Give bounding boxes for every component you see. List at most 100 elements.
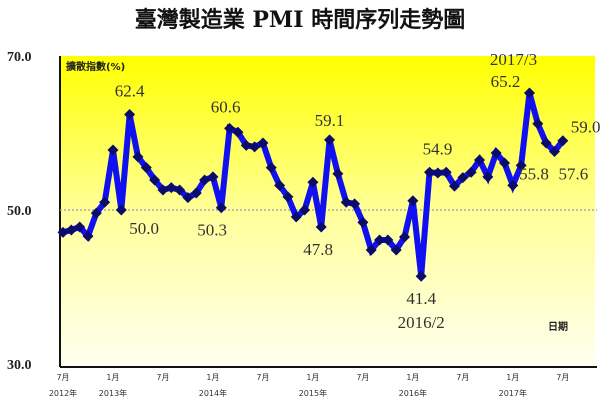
data-label: 60.6 bbox=[211, 97, 241, 116]
date-annotation: 2017/3 bbox=[490, 50, 537, 69]
data-point-marker bbox=[390, 244, 402, 256]
data-point-marker bbox=[424, 166, 436, 178]
data-point-marker bbox=[290, 211, 302, 223]
data-point-marker bbox=[99, 196, 111, 208]
data-label: 55.8 bbox=[519, 164, 549, 183]
data-point-marker bbox=[115, 204, 127, 216]
data-label: 59.0 bbox=[571, 118, 600, 137]
x-tick-month: 1月 bbox=[406, 373, 419, 382]
data-point-marker bbox=[507, 179, 519, 191]
data-point-marker bbox=[332, 168, 344, 180]
data-point-marker bbox=[307, 176, 319, 188]
data-point-marker bbox=[349, 198, 361, 210]
plot-area bbox=[60, 56, 595, 366]
data-point-marker bbox=[240, 139, 252, 151]
data-point-marker bbox=[465, 166, 477, 178]
data-point-marker bbox=[82, 230, 94, 242]
data-point-marker bbox=[340, 196, 352, 208]
data-label: 54.9 bbox=[423, 139, 453, 158]
data-point-marker bbox=[265, 162, 277, 174]
x-tick-year: 2017年 bbox=[499, 388, 527, 398]
data-point-marker bbox=[482, 171, 494, 183]
data-point-marker bbox=[249, 141, 261, 153]
data-point-marker bbox=[324, 134, 336, 146]
data-point-marker bbox=[182, 192, 194, 204]
data-point-marker bbox=[149, 174, 161, 186]
data-point-marker bbox=[382, 234, 394, 246]
data-point-marker bbox=[107, 144, 119, 156]
data-point-marker bbox=[207, 171, 219, 183]
data-point-marker bbox=[449, 180, 461, 192]
data-point-marker bbox=[224, 122, 236, 134]
x-tick-year: 2012年 bbox=[49, 388, 77, 398]
x-tick-month: 7月 bbox=[56, 373, 69, 382]
data-point-marker bbox=[132, 151, 144, 163]
data-point-marker bbox=[157, 184, 169, 196]
data-point-marker bbox=[474, 154, 485, 166]
data-point-marker bbox=[532, 118, 544, 130]
x-tick-month: 7月 bbox=[356, 373, 369, 382]
date-annotation: 2016/2 bbox=[398, 313, 445, 332]
data-point-marker bbox=[140, 162, 152, 174]
data-point-marker bbox=[432, 167, 444, 179]
data-point-marker bbox=[498, 157, 510, 169]
data-point-marker bbox=[407, 195, 419, 207]
data-point-marker bbox=[215, 202, 227, 214]
x-tick-year: 2014年 bbox=[199, 388, 227, 398]
y-axis-label: 擴散指數(%) bbox=[66, 60, 125, 73]
data-point-marker bbox=[282, 191, 294, 203]
data-label: 41.4 bbox=[406, 289, 436, 308]
data-label: 50.3 bbox=[197, 221, 227, 240]
y-tick-label: 70.0 bbox=[7, 50, 32, 65]
data-point-marker bbox=[515, 159, 527, 171]
y-tick-label: 30.0 bbox=[7, 358, 32, 373]
x-tick-year: 2016年 bbox=[399, 388, 427, 398]
data-point-marker bbox=[548, 145, 560, 157]
x-tick-year: 2015年 bbox=[299, 388, 327, 398]
data-point-marker bbox=[57, 226, 69, 238]
data-point-marker bbox=[315, 221, 327, 233]
data-point-marker bbox=[74, 221, 86, 233]
x-tick-month: 1月 bbox=[506, 373, 519, 382]
data-point-marker bbox=[540, 137, 552, 149]
y-tick-label: 50.0 bbox=[7, 204, 32, 219]
data-point-marker bbox=[257, 137, 269, 149]
x-tick-month: 1月 bbox=[306, 373, 319, 382]
data-point-marker bbox=[523, 87, 535, 99]
data-label: 65.2 bbox=[491, 72, 521, 91]
data-point-marker bbox=[557, 135, 569, 147]
data-point-marker bbox=[190, 187, 202, 199]
data-point-marker bbox=[490, 147, 502, 159]
data-point-marker bbox=[365, 244, 377, 256]
data-label: 47.8 bbox=[303, 240, 333, 259]
x-tick-year: 2013年 bbox=[99, 388, 127, 398]
data-point-marker bbox=[274, 179, 286, 191]
x-tick-month: 7月 bbox=[556, 373, 569, 382]
data-point-marker bbox=[90, 207, 102, 219]
x-tick-month: 1月 bbox=[206, 373, 219, 382]
data-point-marker bbox=[174, 184, 186, 196]
data-label: 62.4 bbox=[115, 82, 145, 101]
chart-title: 臺灣製造業 PMI 時間序列走勢圖 bbox=[135, 7, 466, 33]
data-point-marker bbox=[65, 224, 77, 236]
data-point-marker bbox=[374, 234, 386, 246]
data-point-marker bbox=[457, 172, 469, 184]
data-point-marker bbox=[232, 126, 244, 138]
data-point-marker bbox=[357, 216, 369, 228]
data-label: 59.1 bbox=[315, 111, 345, 130]
x-axis-label: 日期 bbox=[548, 320, 568, 333]
x-tick-month: 1月 bbox=[106, 373, 119, 382]
data-point-marker bbox=[199, 174, 211, 186]
x-tick-month: 7月 bbox=[456, 373, 469, 382]
data-label: 57.6 bbox=[558, 164, 588, 183]
data-point-marker bbox=[415, 270, 427, 282]
x-tick-month: 7月 bbox=[256, 373, 269, 382]
data-point-marker bbox=[124, 109, 136, 121]
data-point-marker bbox=[299, 204, 311, 216]
data-point-marker bbox=[165, 182, 177, 194]
data-point-marker bbox=[399, 231, 411, 243]
x-tick-month: 7月 bbox=[156, 373, 169, 382]
data-point-marker bbox=[440, 166, 452, 178]
